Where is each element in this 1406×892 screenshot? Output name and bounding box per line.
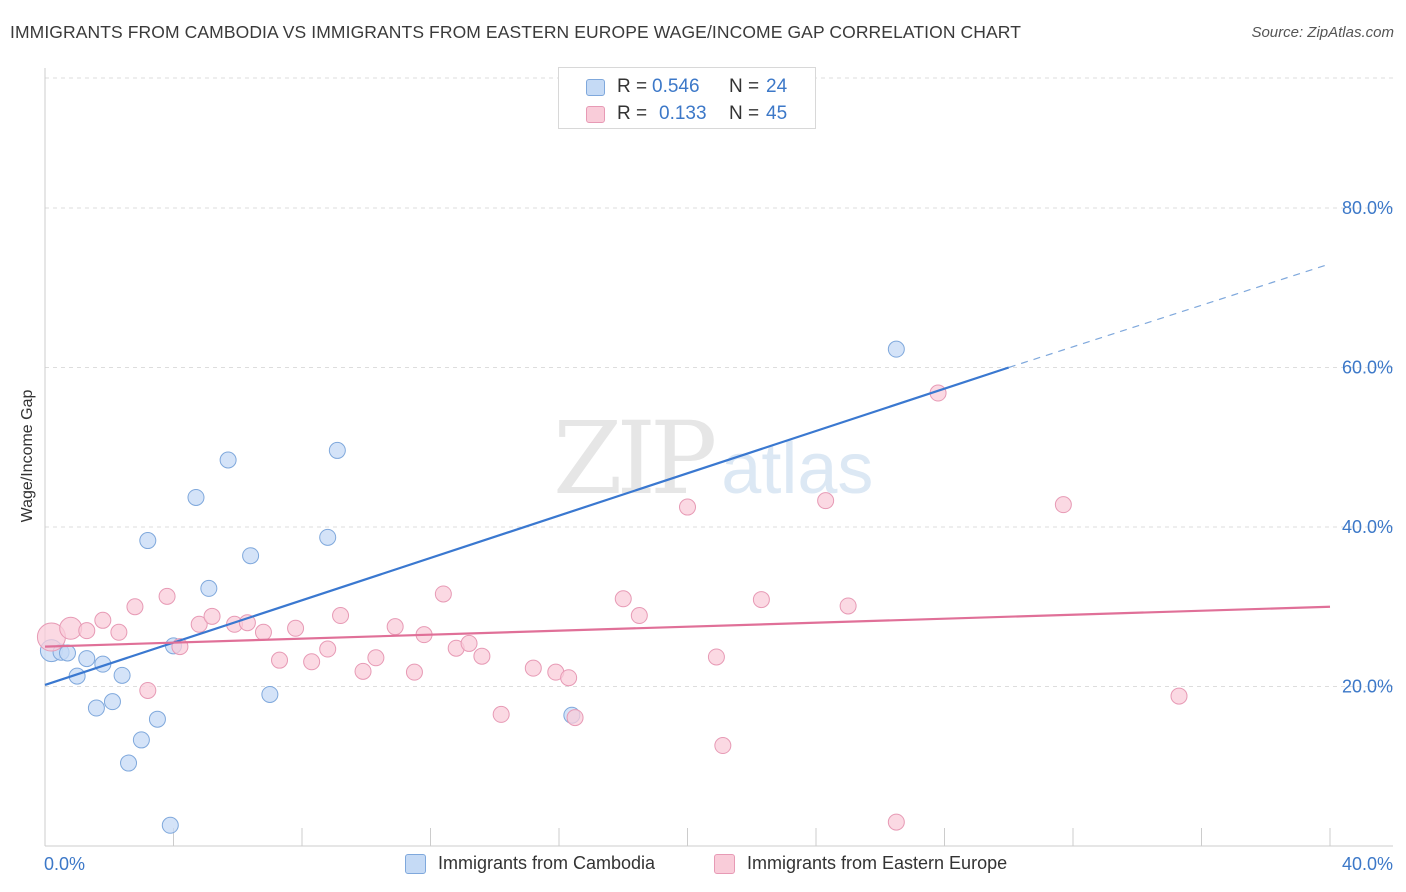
legend-swatch-pink [586,106,605,123]
y-axis-label: Wage/Income Gap [19,389,36,523]
point-eastern-europe [1170,687,1188,705]
bottom-legend-label: Immigrants from Cambodia [438,853,656,873]
point-eastern-europe [460,634,478,652]
point-cambodia [319,528,337,546]
point-cambodia [120,754,138,772]
point-eastern-europe [405,663,423,681]
point-eastern-europe [630,607,648,625]
point-cambodia [132,731,150,749]
point-cambodia [328,441,346,459]
point-eastern-europe [287,619,305,637]
watermark-atlas: atlas [721,429,874,509]
watermark: ZIP atlas [553,400,873,517]
y-tick-label: 40.0% [1342,517,1393,537]
point-cambodia [103,693,121,711]
point-cambodia [139,532,157,550]
legend-r-label: R = [617,103,648,124]
legend-n-value: 24 [766,76,788,97]
point-eastern-europe [139,681,157,699]
trendline-cambodia-extension [1008,263,1331,369]
point-cambodia [200,579,218,597]
point-cambodia [219,451,237,469]
point-eastern-europe [714,737,732,755]
point-eastern-europe [887,813,905,831]
legend-row-cambodia: R = 0.546 N = 24 [559,75,815,101]
point-eastern-europe [560,669,578,687]
chart-title: IMMIGRANTS FROM CAMBODIA VS IMMIGRANTS F… [10,22,1021,42]
point-eastern-europe [707,648,725,666]
point-eastern-europe [354,662,372,680]
legend-swatch-blue [586,79,605,96]
bottom-legend-swatch-pink [714,854,735,874]
point-eastern-europe [78,622,96,640]
bottom-legend-label: Immigrants from Eastern Europe [747,853,1008,873]
point-eastern-europe [190,615,208,633]
point-cambodia [887,340,905,358]
point-eastern-europe [126,598,144,616]
point-eastern-europe [839,597,857,615]
watermark-zip: ZIP [553,400,717,517]
bottom-legend: Immigrants from Cambodia Immigrants from… [0,852,1406,878]
point-eastern-europe [303,653,321,671]
legend-r-value: 0.546 [652,76,700,97]
point-eastern-europe [386,618,404,636]
point-eastern-europe [59,616,83,640]
point-eastern-europe [271,651,289,669]
legend-row-eastern-europe: R = 0.133 N = 45 [559,102,815,128]
legend-r-label: R = [617,76,648,97]
legend: R = 0.546 N = 24 R = 0.133 N = 45 [558,67,816,129]
point-cambodia [87,699,105,717]
x-tick-label: 0.0% [44,854,85,874]
point-eastern-europe [203,607,221,625]
point-eastern-europe [254,623,272,641]
y-tick-label: 20.0% [1342,676,1393,696]
y-tick-label: 60.0% [1342,357,1393,377]
point-eastern-europe [473,647,491,665]
point-eastern-europe [158,587,176,605]
point-cambodia [261,685,279,703]
point-cambodia [78,650,96,668]
point-eastern-europe [614,590,632,608]
trendline-cambodia [44,366,1010,686]
point-cambodia [187,488,205,506]
point-eastern-europe [319,640,337,658]
point-eastern-europe [679,498,696,516]
point-cambodia [58,644,76,662]
point-eastern-europe [110,623,128,641]
legend-r-value: 0.133 [659,103,707,124]
point-cambodia [242,547,260,565]
y-tick-label: 80.0% [1342,198,1393,218]
point-cambodia [161,816,179,834]
trendline-eastern-europe [44,605,1331,648]
point-eastern-europe [752,591,770,609]
point-eastern-europe [492,705,510,723]
point-eastern-europe [367,649,385,667]
source-label: Source: ZipAtlas.com [1251,24,1394,41]
point-eastern-europe [524,659,542,677]
x-tick-label: 40.0% [1342,854,1393,874]
point-eastern-europe [566,709,584,727]
point-eastern-europe [817,492,835,510]
point-eastern-europe [434,585,452,603]
legend-n-label: N = [729,103,760,124]
point-eastern-europe [332,607,350,625]
legend-n-label: N = [729,76,760,97]
bottom-legend-swatch-blue [405,854,426,874]
point-eastern-europe [1054,496,1072,514]
point-eastern-europe [94,611,112,629]
legend-n-value: 45 [766,103,788,124]
point-cambodia [148,710,166,728]
point-cambodia [113,666,131,684]
